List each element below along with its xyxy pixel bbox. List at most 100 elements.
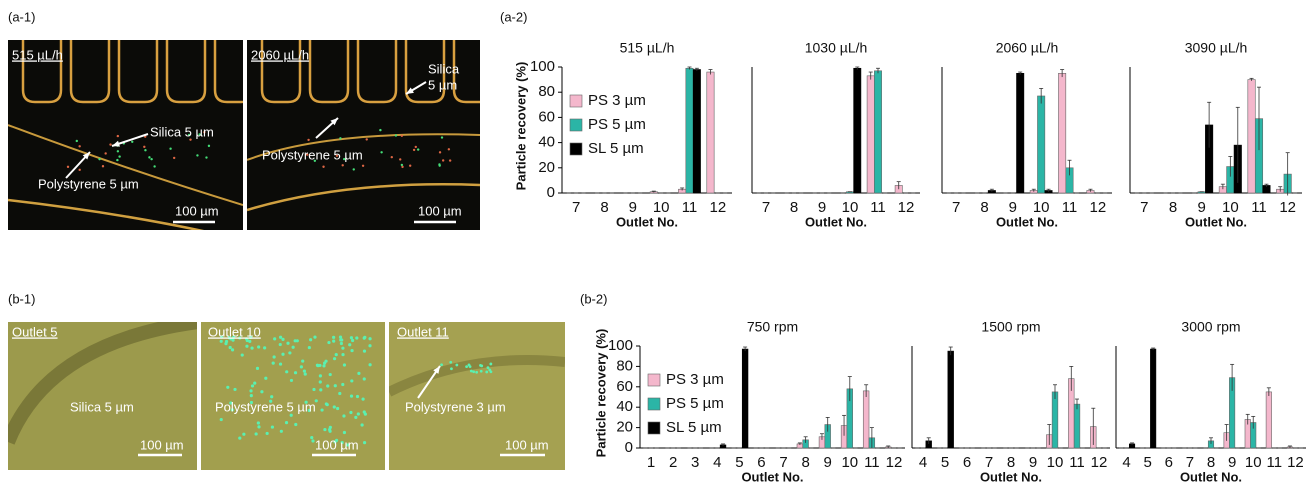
- particle: [309, 338, 313, 342]
- y-axis-label: Particle recovery (%): [593, 329, 608, 458]
- legend-swatch: [647, 397, 661, 411]
- x-tick-label: 12: [1091, 454, 1108, 471]
- x-tick-label: 4: [1122, 454, 1130, 471]
- particle: [219, 417, 223, 422]
- particle: [98, 157, 101, 161]
- x-tick-label: 8: [600, 199, 608, 216]
- particle: [318, 380, 322, 384]
- particle: [270, 395, 274, 399]
- particle: [303, 372, 307, 376]
- particle: [169, 147, 172, 150]
- legend-swatch: [569, 118, 583, 132]
- y-tick-label: 0: [625, 439, 633, 456]
- particle: [450, 367, 453, 371]
- bar: [1016, 73, 1025, 194]
- x-tick-label: 10: [1222, 199, 1239, 216]
- particle: [319, 388, 323, 392]
- particle: [313, 159, 317, 162]
- particle: [229, 337, 233, 341]
- particle: [469, 369, 473, 373]
- chart-title: 1030 µL/h: [805, 40, 868, 56]
- x-tick-label: 10: [1047, 454, 1064, 471]
- particle: [75, 139, 78, 143]
- legend-label: PS 5 µm: [588, 116, 646, 133]
- particle: [284, 421, 289, 425]
- x-tick-label: 7: [1186, 454, 1194, 471]
- x-axis-label: Outlet No.: [980, 469, 1042, 484]
- x-tick-label: 11: [870, 199, 886, 216]
- particle: [307, 408, 311, 413]
- legend-swatch: [647, 421, 661, 435]
- x-tick-label: 5: [941, 454, 949, 471]
- arrow-head: [112, 140, 120, 147]
- bar: [685, 67, 694, 194]
- bar: [1037, 95, 1046, 194]
- micrograph: Outlet 5 Silica 5 µm 100 µm: [8, 322, 197, 470]
- channel-wall: [21, 40, 63, 104]
- error-bar: [868, 71, 873, 80]
- particle: [414, 145, 417, 149]
- x-tick-label: 9: [1228, 454, 1236, 471]
- particle: [104, 152, 107, 155]
- x-tick-label: 9: [824, 454, 832, 471]
- error-bar: [1207, 101, 1212, 148]
- x-tick-label: 12: [1279, 199, 1296, 216]
- particle: [489, 362, 493, 366]
- error-bar: [1278, 186, 1283, 192]
- micrograph-label: 100 µm: [140, 437, 184, 452]
- micrograph-label: 100 µm: [175, 203, 219, 218]
- x-tick-label: 11: [864, 454, 880, 471]
- particle: [248, 339, 252, 343]
- x-tick-label: 3: [691, 454, 699, 471]
- particle: [355, 394, 360, 399]
- x-tick-label: 9: [1009, 199, 1017, 216]
- chart-title: 515 µL/h: [620, 40, 675, 56]
- particle: [356, 412, 360, 416]
- particle: [341, 352, 345, 357]
- error-bar: [886, 445, 891, 448]
- particle: [291, 345, 295, 349]
- particle: [310, 436, 314, 440]
- error-bar: [1031, 188, 1036, 192]
- x-tick-label: 7: [779, 454, 787, 471]
- particle: [355, 336, 359, 340]
- x-tick-label: 8: [1207, 454, 1215, 471]
- legend-label: SL 5 µm: [588, 140, 644, 157]
- particle: [440, 363, 443, 367]
- particle: [340, 338, 344, 342]
- particle: [338, 335, 343, 339]
- chart-title: 3090 µL/h: [1185, 40, 1248, 56]
- particle: [333, 440, 337, 444]
- bar: [866, 75, 875, 194]
- error-bar: [876, 67, 880, 74]
- y-tick-label: 80: [616, 357, 633, 374]
- x-tick-label: 11: [1251, 199, 1267, 216]
- bar: [1247, 79, 1256, 194]
- chart-title: 3000 rpm: [1181, 319, 1240, 335]
- micrograph-label: Outlet 5: [12, 324, 58, 339]
- particle: [357, 371, 361, 375]
- channel-edge: [389, 355, 565, 397]
- chart-title: 750 rpm: [747, 319, 798, 335]
- particle: [349, 394, 354, 398]
- particle: [302, 369, 307, 373]
- particle: [101, 165, 105, 168]
- x-tick-label: 6: [1165, 454, 1173, 471]
- particle: [324, 359, 328, 363]
- particle: [349, 336, 354, 340]
- bar: [1058, 73, 1067, 194]
- panel-label: (b-1): [8, 291, 35, 306]
- channel-wall: [356, 40, 398, 104]
- particle: [260, 390, 264, 394]
- error-bar: [864, 384, 869, 397]
- particle: [249, 335, 253, 339]
- error-bar: [1245, 413, 1250, 425]
- x-tick-label: 9: [818, 199, 826, 216]
- error-bar: [1130, 442, 1135, 445]
- x-tick-label: 11: [682, 199, 698, 216]
- particle: [240, 353, 244, 357]
- particle: [318, 374, 322, 378]
- particle: [314, 399, 318, 403]
- x-tick-label: 7: [762, 199, 770, 216]
- error-bar: [1257, 86, 1261, 151]
